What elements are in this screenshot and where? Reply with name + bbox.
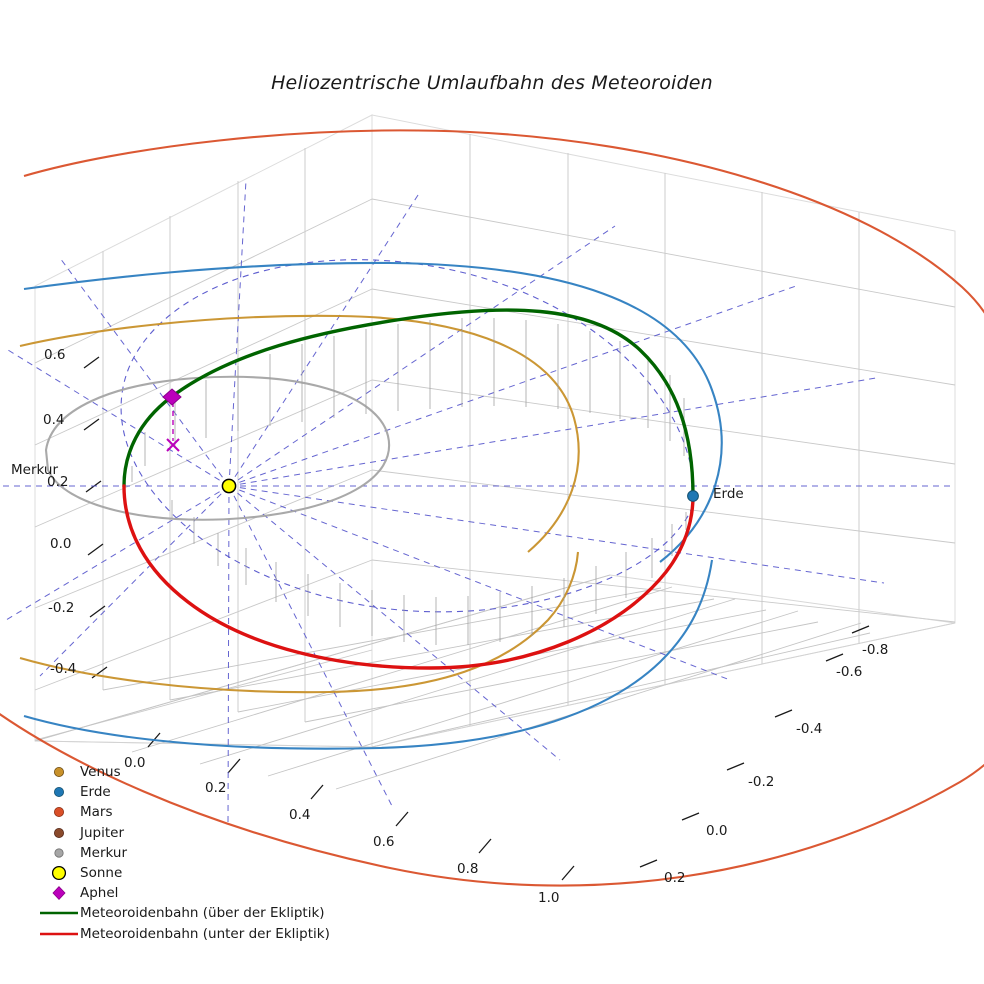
- legend-label-orbit-above: Meteoroidenbahn (über der Ekliptik): [80, 905, 325, 922]
- legend-marker-sonne: [38, 863, 80, 883]
- orbit-merkur: [44, 375, 391, 521]
- meteoroid-orbit-below-ecliptic: [122, 484, 695, 670]
- legend-item-venus[interactable]: Venus: [38, 762, 338, 782]
- y-tick-1: 0.0: [706, 823, 728, 839]
- annotation-erde: Erde: [713, 486, 744, 502]
- x-tick-3: 0.6: [373, 834, 395, 850]
- legend-label-jupiter: Jupiter: [80, 824, 125, 841]
- sonne-marker: [221, 478, 237, 494]
- orbit-mars: [0, 129, 984, 887]
- legend-item-jupiter[interactable]: Jupiter: [38, 823, 338, 843]
- page-title: Heliozentrische Umlaufbahn des Meteoroid…: [271, 72, 713, 94]
- legend-label-erde: Erde: [80, 784, 111, 801]
- y-tick-0: 0.2: [664, 870, 686, 886]
- x-tick-5: 1.0: [538, 890, 560, 906]
- z-axis-ticks: [83, 356, 108, 679]
- z-tick-4: -0.2: [48, 600, 75, 616]
- legend-marker-merkur: [38, 843, 80, 863]
- y-tick-4: -0.6: [836, 664, 863, 680]
- pane-left-wall: [34, 114, 373, 748]
- sun-radial-spokes: [0, 179, 955, 827]
- x-tick-0: 0.0: [124, 755, 146, 771]
- grid-left-wall-vertical: [102, 148, 306, 722]
- legend-item-merkur[interactable]: Merkur: [38, 843, 338, 863]
- legend-marker-venus: [38, 762, 80, 782]
- legend-label-merkur: Merkur: [80, 844, 128, 861]
- legend-marker-aphel: [38, 883, 80, 903]
- annotation-merkur: Merkur: [11, 462, 59, 478]
- z-tick-1: 0.4: [43, 412, 65, 428]
- legend-item-orbit-below[interactable]: Meteoroidenbahn (unter der Ekliptik): [38, 924, 338, 944]
- aphel-projection-x-icon: [166, 438, 180, 452]
- orbit-stem-lines: [131, 318, 687, 645]
- z-tick-3: 0.0: [50, 536, 72, 552]
- legend: Venus Erde Mars Jupiter Merkur: [38, 762, 338, 944]
- grid-right-wall-horizontal: [371, 198, 956, 623]
- y-axis-ticks: [639, 625, 870, 868]
- legend-line-below-ecliptic: [38, 924, 80, 944]
- pane-grid-group: [34, 114, 956, 790]
- legend-label-sonne: Sonne: [80, 865, 123, 882]
- legend-item-mars[interactable]: Mars: [38, 802, 338, 822]
- legend-marker-mars: [38, 802, 80, 822]
- meteoroid-orbit-projection: [120, 259, 695, 613]
- y-tick-2: -0.2: [748, 774, 775, 790]
- z-tick-0: 0.6: [44, 347, 66, 363]
- legend-item-erde[interactable]: Erde: [38, 782, 338, 802]
- legend-label-aphel: Aphel: [80, 885, 119, 902]
- meteoroid-orbit-above-ecliptic: [122, 308, 695, 498]
- orbit-venus: [19, 314, 580, 694]
- legend-label-orbit-below: Meteoroidenbahn (unter der Ekliptik): [80, 925, 330, 942]
- legend-marker-erde: [38, 782, 80, 802]
- legend-line-above-ecliptic: [38, 903, 80, 923]
- legend-label-mars: Mars: [80, 804, 113, 821]
- aphel-marker: [162, 388, 182, 406]
- y-tick-5: -0.8: [862, 642, 889, 658]
- legend-marker-jupiter: [38, 823, 80, 843]
- x-tick-2: 0.4: [289, 807, 311, 823]
- erde-marker: [687, 490, 699, 502]
- x-tick-4: 0.8: [457, 861, 479, 877]
- ecliptic-projection-group: [120, 259, 695, 613]
- orbit-erde: [23, 261, 723, 750]
- y-tick-3: -0.4: [796, 721, 823, 737]
- x-tick-1: 0.2: [205, 780, 227, 796]
- grid-floor-y: [34, 574, 862, 790]
- legend-item-orbit-above[interactable]: Meteoroidenbahn (über der Ekliptik): [38, 903, 338, 923]
- z-tick-2: 0.2: [47, 474, 69, 490]
- legend-label-venus: Venus: [80, 764, 121, 781]
- legend-item-aphel[interactable]: Aphel: [38, 883, 338, 903]
- legend-item-sonne[interactable]: Sonne: [38, 863, 338, 883]
- z-tick-5: -0.4: [50, 661, 77, 677]
